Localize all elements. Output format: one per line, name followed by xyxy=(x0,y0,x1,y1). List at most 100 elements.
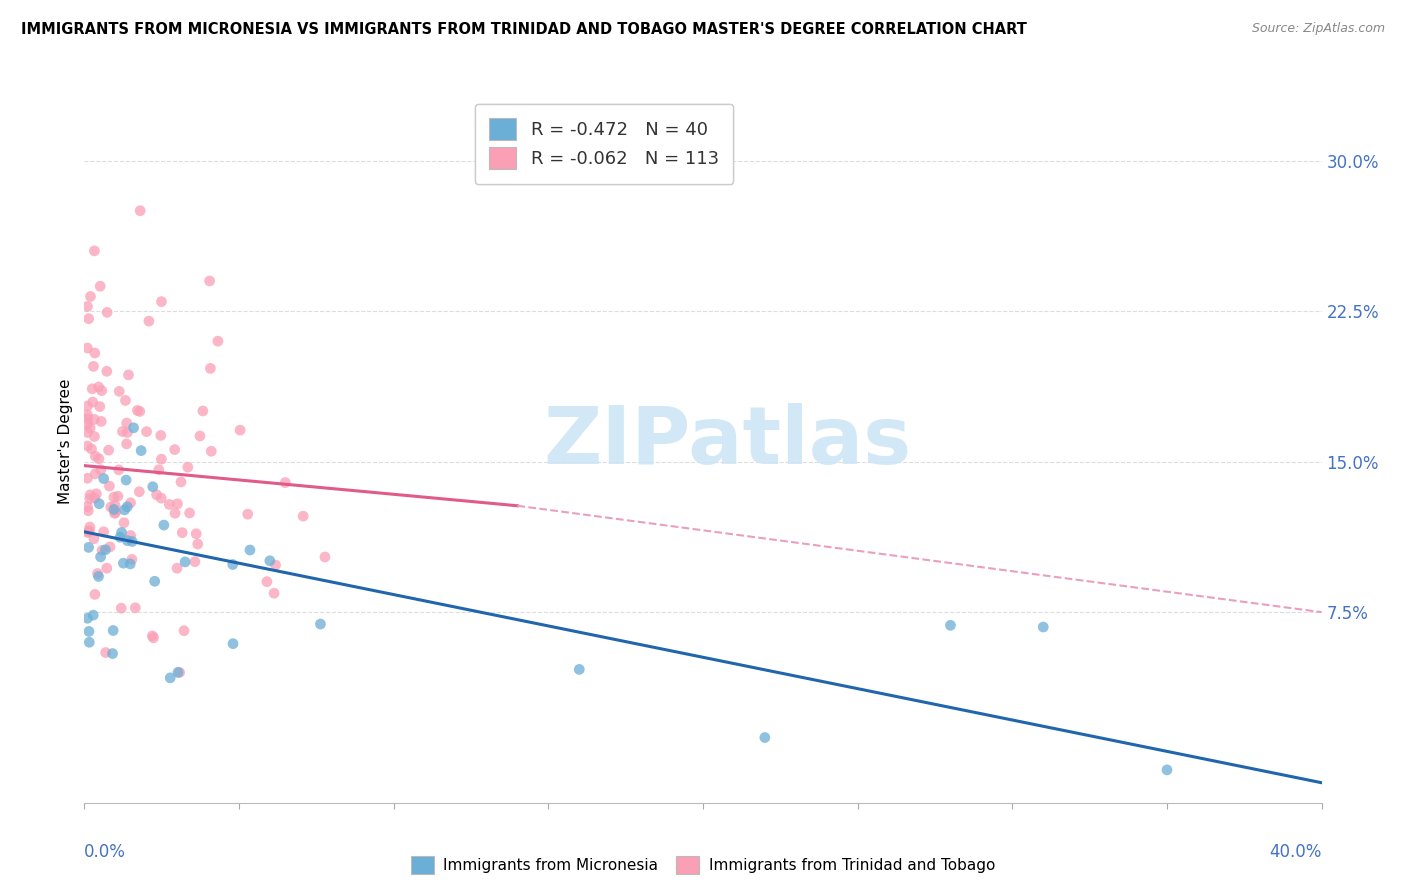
Point xyxy=(90,384,112,398)
Point xyxy=(150,491,173,505)
Point xyxy=(97,443,120,458)
Point xyxy=(184,555,207,569)
Point xyxy=(76,408,98,422)
Point xyxy=(141,629,163,643)
Point xyxy=(101,624,124,638)
Point xyxy=(188,429,211,443)
Point xyxy=(264,558,287,573)
Point xyxy=(115,416,138,430)
Point xyxy=(239,543,262,558)
Point xyxy=(96,561,118,575)
Point xyxy=(89,279,111,293)
Point xyxy=(191,404,214,418)
Point xyxy=(103,502,125,516)
Point xyxy=(107,489,129,503)
Point xyxy=(121,534,143,549)
Point xyxy=(111,425,134,439)
Point xyxy=(79,421,101,435)
Point xyxy=(83,244,105,258)
Legend: R = -0.472   N = 40, R = -0.062   N = 113: R = -0.472 N = 40, R = -0.062 N = 113 xyxy=(475,103,734,184)
Point xyxy=(84,467,107,481)
Point xyxy=(256,574,278,589)
Point xyxy=(77,635,100,649)
Point xyxy=(98,479,121,493)
Point xyxy=(259,554,281,568)
Point xyxy=(309,617,332,632)
Point xyxy=(222,558,245,572)
Point xyxy=(76,525,98,540)
Point xyxy=(83,491,105,505)
Point xyxy=(98,540,121,554)
Text: 40.0%: 40.0% xyxy=(1270,843,1322,861)
Point xyxy=(120,528,142,542)
Point xyxy=(93,524,115,539)
Point xyxy=(115,437,138,451)
Point xyxy=(91,543,114,558)
Point xyxy=(82,359,104,374)
Point xyxy=(166,561,188,575)
Point xyxy=(79,520,101,534)
Point xyxy=(93,472,115,486)
Text: IMMIGRANTS FROM MICRONESIA VS IMMIGRANTS FROM TRINIDAD AND TOBAGO MASTER'S DEGRE: IMMIGRANTS FROM MICRONESIA VS IMMIGRANTS… xyxy=(21,22,1026,37)
Point xyxy=(76,300,98,314)
Point xyxy=(114,503,136,517)
Point xyxy=(1156,763,1178,777)
Point xyxy=(150,294,173,309)
Point xyxy=(87,569,110,583)
Point xyxy=(82,608,104,623)
Point xyxy=(115,473,138,487)
Point xyxy=(83,429,105,443)
Point xyxy=(82,382,104,396)
Point xyxy=(143,574,166,589)
Point xyxy=(179,506,201,520)
Point xyxy=(76,411,98,425)
Point xyxy=(77,311,100,326)
Point xyxy=(79,524,101,538)
Point xyxy=(166,497,188,511)
Point xyxy=(187,537,209,551)
Point xyxy=(101,647,124,661)
Point xyxy=(76,611,98,625)
Point xyxy=(129,203,152,218)
Point xyxy=(121,552,143,566)
Point xyxy=(127,403,149,417)
Point xyxy=(79,289,101,303)
Point xyxy=(129,443,152,458)
Point xyxy=(77,624,100,639)
Point xyxy=(76,341,98,355)
Point xyxy=(107,463,129,477)
Text: Source: ZipAtlas.com: Source: ZipAtlas.com xyxy=(1251,22,1385,36)
Point xyxy=(157,498,180,512)
Point xyxy=(82,395,104,409)
Point xyxy=(177,460,200,475)
Point xyxy=(94,646,117,660)
Point xyxy=(84,449,107,463)
Point xyxy=(112,556,135,570)
Point xyxy=(112,516,135,530)
Point xyxy=(167,665,190,680)
Point xyxy=(145,488,167,502)
Text: 0.0%: 0.0% xyxy=(84,843,127,861)
Point xyxy=(103,490,125,504)
Point xyxy=(108,384,131,399)
Legend: Immigrants from Micronesia, Immigrants from Trinidad and Tobago: Immigrants from Micronesia, Immigrants f… xyxy=(405,850,1001,880)
Point xyxy=(274,475,297,490)
Point xyxy=(200,361,222,376)
Point xyxy=(222,637,245,651)
Point xyxy=(292,509,315,524)
Point xyxy=(138,314,160,328)
Y-axis label: Master's Degree: Master's Degree xyxy=(58,379,73,504)
Point xyxy=(135,425,157,439)
Point xyxy=(170,475,193,489)
Point xyxy=(79,491,101,506)
Point xyxy=(80,442,103,456)
Point xyxy=(110,525,132,540)
Point xyxy=(76,399,98,413)
Point xyxy=(236,507,259,521)
Point xyxy=(568,662,591,676)
Point xyxy=(1032,620,1054,634)
Point xyxy=(120,557,142,571)
Point xyxy=(108,530,131,544)
Point xyxy=(110,601,132,615)
Point xyxy=(83,532,105,546)
